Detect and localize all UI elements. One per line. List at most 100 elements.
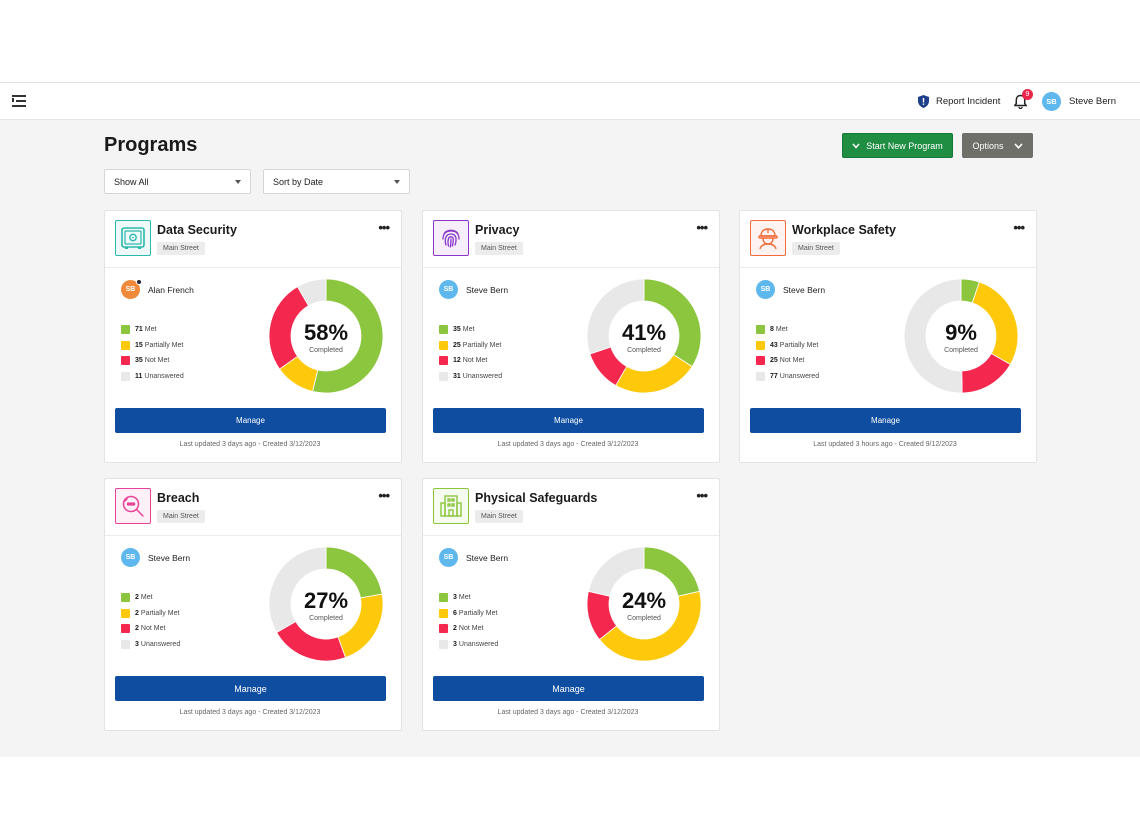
legend-swatch — [121, 325, 130, 335]
avatar-initials: SB — [125, 286, 136, 293]
last-updated-text: Last updated 3 days ago - Created 3/12/2… — [497, 441, 639, 448]
legend-swatch — [121, 608, 130, 618]
completion-label: Completed — [309, 615, 343, 622]
legend-swatch — [756, 356, 765, 366]
avatar-initials: SB — [443, 286, 454, 293]
completion-percent: 58% — [304, 320, 348, 345]
legend-count: 25 — [453, 341, 461, 349]
legend-swatch — [121, 593, 130, 603]
legend-item-partially-met: 43 Partially Met — [756, 338, 819, 354]
more-options-icon[interactable]: ••• — [378, 488, 390, 503]
manage-button[interactable]: Manage — [433, 676, 704, 701]
legend-item-unanswered: 31 Unanswered — [439, 369, 502, 385]
more-options-icon[interactable]: ••• — [696, 220, 708, 235]
start-new-program-button[interactable]: Start New Program — [842, 133, 953, 158]
legend-swatch — [121, 340, 130, 350]
avatar: SB — [1042, 92, 1061, 111]
legend-item-not-met: 25 Not Met — [756, 353, 819, 369]
page-title: Programs — [104, 134, 198, 156]
options-button[interactable]: Options — [962, 133, 1033, 158]
legend-item-met: 35 Met — [439, 322, 502, 338]
legend-swatch — [121, 371, 130, 381]
report-incident-button[interactable]: Report Incident — [918, 95, 1000, 108]
manage-button[interactable]: Manage — [750, 408, 1021, 433]
shield-icon — [918, 95, 929, 108]
donut-segment-unanswered — [587, 546, 645, 597]
legend-label: Met — [458, 594, 471, 602]
legend-label: Met — [462, 326, 475, 334]
legend-swatch — [121, 356, 130, 366]
program-title[interactable]: Physical Safeguards — [475, 491, 598, 505]
completion-label: Completed — [627, 347, 661, 354]
legend-count: 2 — [135, 609, 139, 617]
completion-percent: 41% — [622, 320, 666, 345]
legend-label: Not Met — [144, 357, 170, 365]
legend-item-partially-met: 25 Partially Met — [439, 338, 502, 354]
legend-item-unanswered: 77 Unanswered — [756, 369, 819, 385]
notifications-button[interactable]: 9 — [1013, 89, 1033, 110]
donut-segment-unanswered — [586, 278, 645, 355]
owner-name: Alan French — [148, 284, 194, 295]
more-options-icon[interactable]: ••• — [1013, 220, 1025, 235]
legend-item-not-met: 2 Not Met — [121, 621, 180, 637]
program-title[interactable]: Breach — [157, 491, 200, 505]
manage-label: Manage — [236, 416, 265, 425]
program-title[interactable]: Workplace Safety — [792, 223, 896, 237]
legend-label: Met — [144, 326, 157, 334]
manage-label: Manage — [554, 416, 583, 425]
manage-button[interactable]: Manage — [433, 408, 704, 433]
legend-item-not-met: 12 Not Met — [439, 353, 502, 369]
completion-percent: 9% — [945, 320, 977, 345]
completion-donut-chart: 41% Completed — [586, 278, 702, 394]
card-header: Physical Safeguards Main Street ••• — [423, 479, 719, 536]
last-updated-text: Last updated 3 days ago - Created 3/12/2… — [179, 441, 321, 448]
start-new-program-label: Start New Program — [866, 140, 943, 151]
legend-label: Not Met — [140, 625, 166, 633]
legend-swatch — [756, 371, 765, 381]
completion-label: Completed — [944, 347, 978, 354]
manage-label: Manage — [552, 683, 585, 694]
more-options-icon[interactable]: ••• — [378, 220, 390, 235]
legend-item-not-met: 35 Not Met — [121, 353, 184, 369]
sort-select[interactable]: Sort by Date — [263, 169, 410, 194]
owner: SB Steve Bern — [121, 548, 190, 567]
program-card: Data Security Main Street ••• SB Alan Fr… — [104, 210, 402, 463]
chevron-down-icon — [1013, 142, 1023, 149]
magnifier-icon — [115, 488, 151, 524]
legend-count: 15 — [135, 341, 143, 349]
filter-select[interactable]: Show All — [104, 169, 251, 194]
legend-item-met: 71 Met — [121, 322, 184, 338]
legend-swatch — [439, 593, 448, 603]
location-tag: Main Street — [792, 242, 840, 255]
legend-count: 35 — [135, 357, 143, 365]
user-menu[interactable]: SB Steve Bern — [1042, 92, 1116, 111]
filter-select-value: Show All — [114, 176, 149, 187]
legend-count: 2 — [135, 594, 139, 602]
location-tag: Main Street — [475, 242, 523, 255]
legend-item-partially-met: 2 Partially Met — [121, 606, 180, 622]
last-updated-text: Last updated 3 days ago - Created 3/12/2… — [179, 709, 321, 716]
report-incident-label: Report Incident — [936, 96, 1001, 107]
menu-icon[interactable] — [12, 95, 26, 107]
owner: SB Alan French — [121, 279, 194, 299]
app-shell: Report Incident 9 SB Steve Bern Programs… — [0, 82, 1140, 757]
last-updated-text: Last updated 3 hours ago - Created 9/12/… — [813, 441, 957, 448]
options-label: Options — [972, 140, 1004, 151]
manage-button[interactable]: Manage — [115, 676, 386, 701]
donut-segment-not-met — [268, 286, 310, 370]
program-title[interactable]: Privacy — [475, 223, 520, 237]
avatar-initials: SB — [125, 554, 136, 561]
legend-swatch — [121, 639, 130, 649]
avatar-initials: SB — [760, 286, 771, 293]
completion-donut-chart: 27% Completed — [268, 546, 384, 662]
more-options-icon[interactable]: ••• — [696, 488, 708, 503]
manage-button[interactable]: Manage — [115, 408, 386, 433]
legend-label: Unanswered — [144, 372, 184, 380]
owner-name: Steve Bern — [466, 284, 509, 295]
legend-count: 35 — [453, 326, 461, 334]
legend-swatch — [439, 371, 448, 381]
avatar: SB — [756, 280, 775, 299]
program-title[interactable]: Data Security — [157, 223, 237, 237]
owner-name: Steve Bern — [783, 284, 826, 295]
status-legend: 35 Met 25 Partially Met 12 Not Met 31 Un… — [439, 322, 502, 384]
